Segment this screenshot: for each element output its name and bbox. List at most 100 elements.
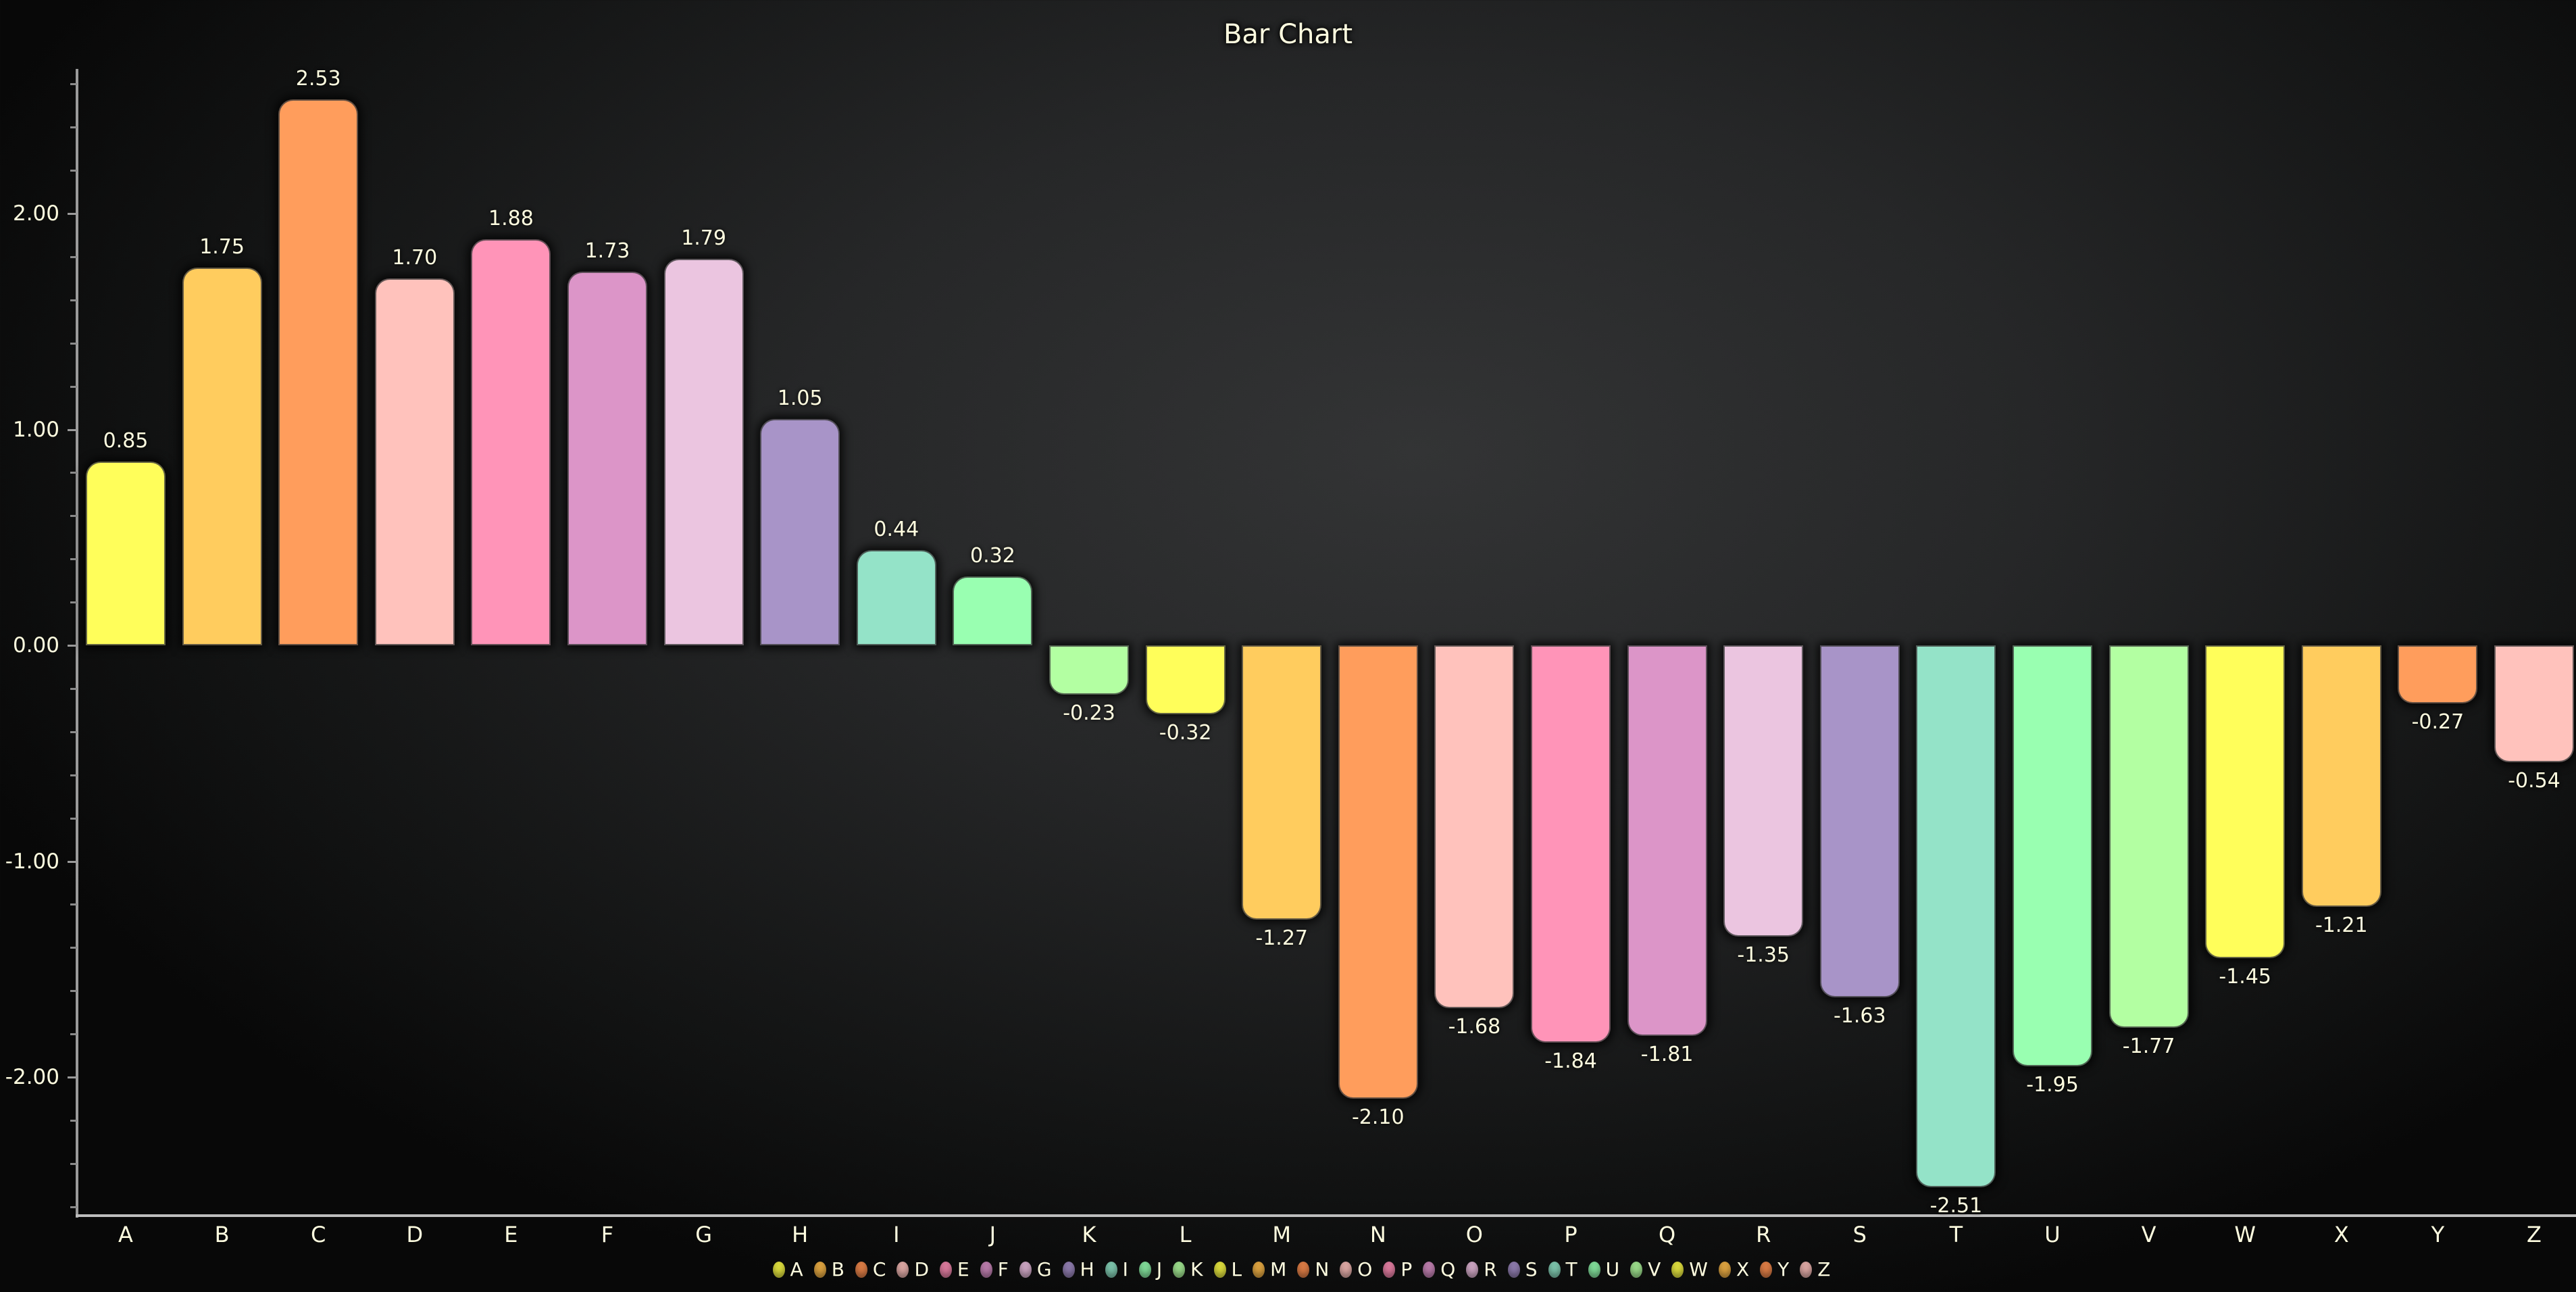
legend-label: J	[1156, 1258, 1163, 1281]
legend-item-s[interactable]: S	[1507, 1258, 1538, 1281]
legend-item-r[interactable]: R	[1466, 1258, 1497, 1281]
x-tick-label: Z	[2527, 1222, 2542, 1247]
bar-h[interactable]	[760, 418, 840, 645]
value-label: -1.77	[2122, 1034, 2175, 1058]
bar-g[interactable]	[663, 259, 744, 645]
bar-x[interactable]	[2301, 645, 2381, 907]
y-minor-tick	[70, 774, 77, 776]
legend-item-b[interactable]: B	[813, 1258, 844, 1281]
value-label: 1.05	[777, 386, 823, 410]
legend-item-m[interactable]: M	[1253, 1258, 1286, 1281]
legend-label: I	[1122, 1258, 1128, 1281]
bar-z[interactable]	[2494, 645, 2574, 762]
x-tick-label: O	[1465, 1222, 1483, 1247]
bar-c[interactable]	[278, 99, 359, 645]
x-tick-label: H	[792, 1222, 809, 1247]
bar-u[interactable]	[2013, 645, 2092, 1067]
y-minor-tick	[70, 1162, 77, 1165]
legend-item-e[interactable]: E	[940, 1258, 969, 1281]
bar-v[interactable]	[2108, 645, 2189, 1028]
y-axis-line	[76, 69, 78, 1218]
y-minor-tick	[70, 126, 77, 129]
legend-item-i[interactable]: I	[1105, 1258, 1128, 1281]
y-tick-label: 2.00	[12, 201, 59, 226]
legend-item-n[interactable]: N	[1297, 1258, 1329, 1281]
bar-d[interactable]	[374, 278, 455, 645]
legend-item-v[interactable]: V	[1630, 1258, 1661, 1281]
legend-item-q[interactable]: Q	[1423, 1258, 1455, 1281]
legend-item-w[interactable]: W	[1671, 1258, 1708, 1281]
legend-item-x[interactable]: X	[1718, 1258, 1750, 1281]
value-label: 1.70	[392, 245, 438, 270]
value-label: 0.44	[874, 518, 919, 542]
legend-item-u[interactable]: U	[1588, 1258, 1619, 1281]
x-tick-label: V	[2141, 1222, 2156, 1247]
legend-marker-icon	[1019, 1261, 1032, 1278]
legend-marker-icon	[1253, 1261, 1265, 1278]
legend-label: V	[1648, 1258, 1661, 1281]
x-tick-label: E	[504, 1222, 518, 1247]
legend-label: F	[997, 1258, 1009, 1281]
legend-marker-icon	[1548, 1261, 1561, 1278]
legend-label: M	[1270, 1258, 1287, 1281]
legend-label: X	[1736, 1258, 1750, 1281]
y-minor-tick	[70, 990, 77, 993]
legend-marker-icon	[1105, 1261, 1117, 1278]
bar-b[interactable]	[182, 267, 262, 645]
legend-item-h[interactable]: H	[1062, 1258, 1094, 1281]
y-minor-tick	[70, 947, 77, 949]
bar-l[interactable]	[1145, 645, 1226, 715]
bar-p[interactable]	[1531, 645, 1611, 1043]
x-tick-label: P	[1564, 1222, 1577, 1247]
bar-j[interactable]	[953, 576, 1033, 645]
y-tick-label: 0.00	[12, 633, 59, 657]
legend-marker-icon	[813, 1261, 826, 1278]
legend-item-k[interactable]: K	[1173, 1258, 1203, 1281]
legend-item-g[interactable]: G	[1019, 1258, 1052, 1281]
legend-item-o[interactable]: O	[1340, 1258, 1372, 1281]
y-minor-tick	[70, 1206, 77, 1208]
legend-item-l[interactable]: L	[1213, 1258, 1242, 1281]
legend-item-p[interactable]: P	[1383, 1258, 1412, 1281]
legend-item-y[interactable]: Y	[1760, 1258, 1789, 1281]
bar-n[interactable]	[1338, 645, 1418, 1099]
y-minor-tick	[70, 903, 77, 906]
legend-label: C	[872, 1258, 886, 1281]
legend-item-a[interactable]: A	[772, 1258, 803, 1281]
bar-y[interactable]	[2398, 645, 2478, 704]
x-tick-label: L	[1179, 1222, 1192, 1247]
bar-e[interactable]	[471, 239, 551, 645]
bar-s[interactable]	[1819, 645, 1900, 997]
bar-f[interactable]	[567, 272, 647, 645]
legend-item-c[interactable]: C	[855, 1258, 886, 1281]
legend-item-j[interactable]: J	[1138, 1258, 1163, 1281]
bar-q[interactable]	[1627, 645, 1707, 1037]
legend-marker-icon	[1671, 1261, 1684, 1278]
bar-w[interactable]	[2205, 645, 2285, 959]
legend-label: A	[790, 1258, 803, 1281]
legend-item-t[interactable]: T	[1548, 1258, 1577, 1281]
legend-item-z[interactable]: Z	[1800, 1258, 1830, 1281]
bar-i[interactable]	[856, 550, 936, 645]
legend-item-d[interactable]: D	[896, 1258, 929, 1281]
y-tick-label: -1.00	[5, 849, 59, 874]
x-tick-label: B	[214, 1222, 230, 1247]
bar-a[interactable]	[86, 462, 166, 645]
bar-k[interactable]	[1049, 645, 1129, 695]
legend-marker-icon	[1138, 1261, 1151, 1278]
bar-o[interactable]	[1434, 645, 1515, 1008]
value-label: -1.45	[2219, 965, 2271, 989]
legend-item-f[interactable]: F	[980, 1258, 1009, 1281]
value-label: -1.68	[1448, 1014, 1501, 1039]
legend-marker-icon	[772, 1261, 785, 1278]
y-minor-tick	[70, 342, 77, 345]
x-tick-label: C	[311, 1222, 326, 1247]
y-minor-tick	[70, 1033, 77, 1036]
value-label: 1.75	[199, 234, 245, 259]
bar-m[interactable]	[1242, 645, 1322, 920]
x-tick-label: I	[893, 1222, 900, 1247]
bar-r[interactable]	[1723, 645, 1804, 937]
bar-t[interactable]	[1916, 645, 1996, 1187]
y-minor-tick	[70, 472, 77, 474]
legend-label: Q	[1440, 1258, 1456, 1281]
